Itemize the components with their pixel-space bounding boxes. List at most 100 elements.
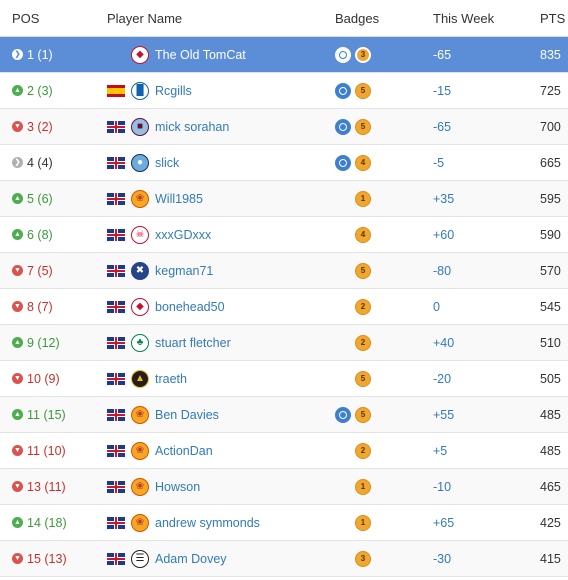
player-name-link[interactable]: andrew symmonds (155, 515, 260, 530)
table-row[interactable]: ❯ 4 (4) ● slick 4 -5 665 (0, 144, 568, 181)
column-header-player-name[interactable]: Player Name (107, 0, 335, 37)
arrow-down-icon: ▼ (12, 481, 23, 492)
player-name-link[interactable]: Adam Dovey (155, 551, 227, 566)
badges-cell: 1 (335, 504, 433, 541)
points-value: 465 (540, 479, 561, 494)
pts-cell: 425 (540, 504, 568, 541)
pos-cell: ▲ 9 (12) (0, 324, 107, 361)
table-row[interactable]: ❯ 1 (1) ◆ The Old TomCat 3 -65 835 (0, 36, 568, 73)
club-crest-icon: █ (131, 81, 149, 100)
column-header-this-week[interactable]: This Week (433, 0, 540, 37)
empty-badge-slot (335, 515, 351, 531)
pts-cell: 510 (540, 324, 568, 361)
badges-cell: 2 (335, 324, 433, 361)
arrow-down-icon: ▼ (12, 265, 23, 276)
table-header-row: POS Player Name Badges This Week PTS (0, 0, 568, 37)
uk-flag-icon (107, 552, 125, 565)
uk-flag-icon (107, 264, 125, 277)
pos-cell: ▼ 10 (9) (0, 360, 107, 397)
pos-cell: ▼ 8 (7) (0, 288, 107, 325)
uk-flag-icon (107, 444, 125, 457)
player-name-link[interactable]: mick sorahan (155, 119, 230, 134)
badges-cell: 1 (335, 468, 433, 505)
arrow-down-icon: ▼ (12, 373, 23, 384)
pts-cell: 570 (540, 252, 568, 289)
player-name-link[interactable]: Howson (155, 479, 201, 494)
table-row[interactable]: ▼ 7 (5) ✖ kegman71 5 -80 570 (0, 252, 568, 289)
pts-cell: 665 (540, 144, 568, 181)
player-cell: ❀ Ben Davies (107, 396, 335, 433)
player-name-link[interactable]: Ben Davies (155, 407, 219, 422)
position-text: 6 (8) (27, 227, 53, 242)
position-text: 2 (3) (27, 83, 53, 98)
player-name-link[interactable]: traeth (155, 371, 187, 386)
player-name-link[interactable]: xxxGDxxx (155, 227, 212, 242)
table-row[interactable]: ▼ 8 (7) ◆ bonehead50 2 0 545 (0, 288, 568, 325)
empty-badge-slot (335, 191, 351, 207)
badges-cell: 3 (335, 36, 433, 73)
table-row[interactable]: ▲ 14 (18) ❀ andrew symmonds 1 +65 425 (0, 504, 568, 541)
badges-cell: 5 (335, 108, 433, 145)
player-name-link[interactable]: bonehead50 (155, 299, 225, 314)
player-name-link[interactable]: Rcgills (155, 83, 192, 98)
table-row[interactable]: ▼ 15 (13) ☰ Adam Dovey 3 -30 415 (0, 540, 568, 577)
arrow-up-icon: ▲ (12, 85, 23, 96)
player-name-link[interactable]: ActionDan (155, 443, 213, 458)
uk-flag-icon (107, 228, 125, 241)
arrow-up-icon: ▲ (12, 193, 23, 204)
pos-cell: ▼ 3 (2) (0, 108, 107, 145)
uk-flag-icon (107, 336, 125, 349)
this-week-cell: +35 (433, 180, 540, 217)
player-name-link[interactable]: The Old TomCat (155, 47, 246, 62)
this-week-cell: +40 (433, 324, 540, 361)
club-crest-icon: ❀ (131, 405, 149, 424)
player-name-link[interactable]: slick (155, 155, 180, 170)
table-row[interactable]: ▲ 5 (6) ❀ Will1985 1 +35 595 (0, 180, 568, 217)
table-row[interactable]: ▼ 3 (2) ■ mick sorahan 5 -65 700 (0, 108, 568, 145)
club-crest-icon: ✖ (131, 261, 149, 280)
player-name-link[interactable]: stuart fletcher (155, 335, 231, 350)
points-value: 485 (540, 443, 561, 458)
arrow-down-icon: ▼ (12, 121, 23, 132)
badges-cell: 5 (335, 252, 433, 289)
this-week-value: -10 (433, 479, 452, 494)
this-week-cell: -65 (433, 108, 540, 145)
gold-badge-icon: 5 (355, 82, 371, 99)
pos-cell: ▼ 7 (5) (0, 252, 107, 289)
uk-flag-icon (107, 516, 125, 529)
table-row[interactable]: ▲ 6 (8) ☠ xxxGDxxx 4 +60 590 (0, 216, 568, 253)
player-cell: ● slick (107, 144, 335, 181)
player-name-link[interactable]: kegman71 (155, 263, 214, 278)
pos-cell: ❯ 4 (4) (0, 144, 107, 181)
this-week-cell: -15 (433, 72, 540, 109)
points-value: 725 (540, 83, 561, 98)
table-row[interactable]: ▲ 9 (12) ♣ stuart fletcher 2 +40 510 (0, 324, 568, 361)
this-week-value: +35 (433, 191, 455, 206)
table-row[interactable]: ▼ 11 (10) ❀ ActionDan 2 +5 485 (0, 432, 568, 469)
pos-cell: ▲ 5 (6) (0, 180, 107, 217)
player-name-link[interactable]: Will1985 (155, 191, 203, 206)
table-row[interactable]: ▼ 10 (9) ▲ traeth 5 -20 505 (0, 360, 568, 397)
table-row[interactable]: ▲ 11 (15) ❀ Ben Davies 5 +55 485 (0, 396, 568, 433)
player-cell: ❀ ActionDan (107, 432, 335, 469)
gold-badge-icon: 1 (355, 514, 371, 531)
table-row[interactable]: ▲ 2 (3) █ Rcgills 5 -15 725 (0, 72, 568, 109)
table-row[interactable]: ▼ 13 (11) ❀ Howson 1 -10 465 (0, 468, 568, 505)
club-crest-icon: ▲ (131, 369, 149, 388)
column-header-badges[interactable]: Badges (335, 0, 433, 37)
gold-badge-icon: 5 (355, 262, 371, 279)
uk-flag-icon (107, 480, 125, 493)
gold-badge-icon: 3 (355, 46, 371, 63)
pts-cell: 465 (540, 468, 568, 505)
this-week-cell: -65 (433, 36, 540, 73)
badges-cell: 5 (335, 396, 433, 433)
this-week-value: +40 (433, 335, 455, 350)
pts-cell: 725 (540, 72, 568, 109)
club-crest-icon: ◆ (131, 297, 149, 316)
column-header-pts[interactable]: PTS (540, 0, 568, 37)
empty-badge-slot (335, 227, 351, 243)
uk-flag-icon (107, 408, 125, 421)
position-text: 4 (4) (27, 155, 53, 170)
column-header-pos[interactable]: POS (0, 0, 107, 37)
